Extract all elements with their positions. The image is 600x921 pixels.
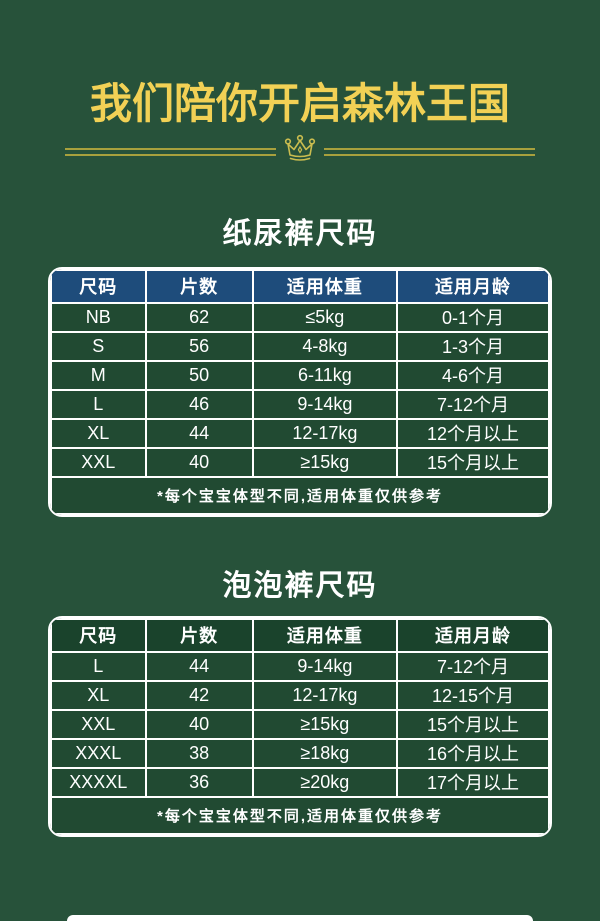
table-footnote-row: *每个宝宝体型不同,适用体重仅供参考 [50, 475, 550, 515]
diaper-size-table-grid: 尺码 片数 适用体重 适用月龄 NB 62 ≤5kg 0-1个月 S 56 4-… [50, 268, 550, 515]
cell-count: 44 [144, 650, 254, 682]
cell-age: 16个月以上 [396, 737, 550, 769]
column-header-count: 片数 [144, 617, 254, 653]
cell-count: 42 [144, 679, 254, 711]
cell-age: 1-3个月 [396, 330, 550, 362]
page-title: 我们陪你开启森林王国 [89, 80, 510, 127]
divider-line-right [324, 148, 535, 157]
column-header-size: 尺码 [50, 268, 147, 304]
next-section-card-edge [67, 915, 533, 921]
cell-count: 40 [144, 446, 254, 478]
table-header-row: 尺码 片数 适用体重 适用月龄 [50, 617, 550, 653]
table-row: XL 44 12-17kg 12个月以上 [50, 417, 550, 449]
cell-size: XXXL [50, 737, 147, 769]
cell-size: NB [50, 301, 147, 333]
cell-size: XXL [50, 708, 147, 740]
cell-weight: 9-14kg [251, 650, 399, 682]
column-header-weight: 适用体重 [251, 268, 399, 304]
table-row: XXL 40 ≥15kg 15个月以上 [50, 708, 550, 740]
cell-weight: ≤5kg [251, 301, 399, 333]
cell-count: 50 [144, 359, 254, 391]
cell-age: 7-12个月 [396, 388, 550, 420]
cell-age: 12个月以上 [396, 417, 550, 449]
cell-weight: ≥20kg [251, 766, 399, 798]
cell-count: 56 [144, 330, 254, 362]
table-footnote: *每个宝宝体型不同,适用体重仅供参考 [50, 475, 550, 515]
column-header-age: 适用月龄 [396, 617, 550, 653]
diaper-size-heading: 纸尿裤尺码 [222, 218, 378, 251]
table-footnote-row: *每个宝宝体型不同,适用体重仅供参考 [50, 795, 550, 835]
table-row: M 50 6-11kg 4-6个月 [50, 359, 550, 391]
cell-size: XL [50, 679, 147, 711]
title-divider [65, 134, 535, 162]
pants-size-table: 尺码 片数 适用体重 适用月龄 L 44 9-14kg 7-12个月 XL 42… [48, 615, 552, 837]
table-row: L 46 9-14kg 7-12个月 [50, 388, 550, 420]
column-header-weight: 适用体重 [251, 617, 399, 653]
cell-size: L [50, 388, 147, 420]
pants-size-table-grid: 尺码 片数 适用体重 适用月龄 L 44 9-14kg 7-12个月 XL 42… [50, 617, 550, 835]
cell-weight: 9-14kg [251, 388, 399, 420]
cell-count: 46 [144, 388, 254, 420]
cell-weight: 6-11kg [251, 359, 399, 391]
cell-size: M [50, 359, 147, 391]
table-header-row: 尺码 片数 适用体重 适用月龄 [50, 268, 550, 304]
cell-size: S [50, 330, 147, 362]
cell-count: 38 [144, 737, 254, 769]
cell-age: 15个月以上 [396, 708, 550, 740]
cell-count: 40 [144, 708, 254, 740]
cell-weight: 4-8kg [251, 330, 399, 362]
cell-size: XXL [50, 446, 147, 478]
divider-line-left [65, 148, 276, 157]
column-header-age: 适用月龄 [396, 268, 550, 304]
table-row: S 56 4-8kg 1-3个月 [50, 330, 550, 362]
cell-size: XL [50, 417, 147, 449]
cell-weight: ≥15kg [251, 446, 399, 478]
cell-weight: 12-17kg [251, 679, 399, 711]
cell-age: 4-6个月 [396, 359, 550, 391]
table-row: NB 62 ≤5kg 0-1个月 [50, 301, 550, 333]
cell-count: 36 [144, 766, 254, 798]
cell-weight: ≥18kg [251, 737, 399, 769]
cell-count: 44 [144, 417, 254, 449]
crown-icon [284, 134, 316, 161]
table-row: XL 42 12-17kg 12-15个月 [50, 679, 550, 711]
table-row: L 44 9-14kg 7-12个月 [50, 650, 550, 682]
cell-size: XXXXL [50, 766, 147, 798]
cell-count: 62 [144, 301, 254, 333]
cell-age: 17个月以上 [396, 766, 550, 798]
cell-age: 12-15个月 [396, 679, 550, 711]
cell-weight: 12-17kg [251, 417, 399, 449]
cell-age: 0-1个月 [396, 301, 550, 333]
table-row: XXXXL 36 ≥20kg 17个月以上 [50, 766, 550, 798]
table-footnote: *每个宝宝体型不同,适用体重仅供参考 [50, 795, 550, 835]
table-row: XXXL 38 ≥18kg 16个月以上 [50, 737, 550, 769]
cell-age: 7-12个月 [396, 650, 550, 682]
column-header-count: 片数 [144, 268, 254, 304]
cell-weight: ≥15kg [251, 708, 399, 740]
pants-size-heading: 泡泡裤尺码 [222, 569, 378, 602]
table-row: XXL 40 ≥15kg 15个月以上 [50, 446, 550, 478]
cell-size: L [50, 650, 147, 682]
cell-age: 15个月以上 [396, 446, 550, 478]
column-header-size: 尺码 [50, 617, 147, 653]
diaper-size-table: 尺码 片数 适用体重 适用月龄 NB 62 ≤5kg 0-1个月 S 56 4-… [48, 266, 552, 517]
